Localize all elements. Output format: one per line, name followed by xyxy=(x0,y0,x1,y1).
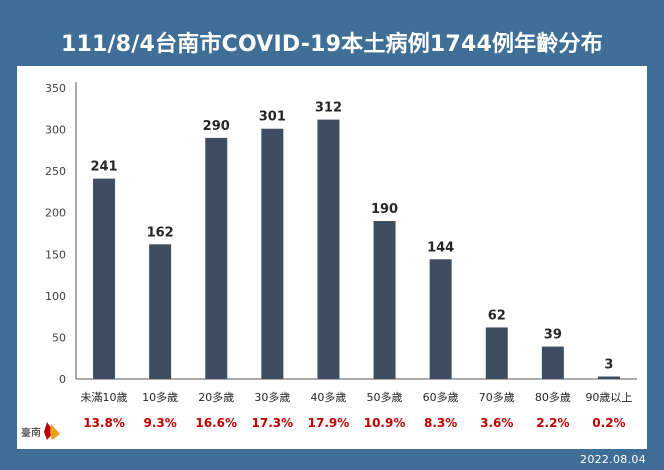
data-label: 190 xyxy=(371,202,398,217)
y-tick-label: 150 xyxy=(45,248,66,261)
x-tick-label: 70多歲 xyxy=(479,390,515,404)
x-tick-label: 10多歲 xyxy=(142,390,178,404)
percent-label: 3.6% xyxy=(480,416,513,430)
logo-flame-accent-icon xyxy=(50,424,60,440)
y-tick-label: 300 xyxy=(45,124,66,137)
data-labels: 241 162 290 301 312 190 144 62 39 3 xyxy=(90,101,613,373)
y-tick-label: 100 xyxy=(45,290,66,303)
bar-chart: 0 50 100 150 200 250 300 350 241 162 290 301 312 190… xyxy=(45,82,637,430)
x-tick-label: 60多歲 xyxy=(423,390,459,404)
chart-title: 111/8/4台南市COVID-19本土病例1744例年齡分布 xyxy=(28,24,636,66)
percent-label: 2.2% xyxy=(536,416,569,430)
percent-row: 13.8% 9.3% 16.6% 17.3% 17.9% 10.9% 8.3% 3.6% 2.2… xyxy=(83,416,625,430)
percent-label: 13.8% xyxy=(83,416,125,430)
data-label: 62 xyxy=(488,308,506,323)
tainan-logo: 臺南 xyxy=(21,422,60,440)
y-tick-label: 200 xyxy=(45,207,66,220)
bar xyxy=(317,119,340,379)
x-axis: 未滿10歲 10多歲 20多歲 30多歲 40多歲 50多歲 60多歲 70多歲 80多歲 90歲… xyxy=(81,390,633,404)
bar xyxy=(205,137,228,379)
data-label: 39 xyxy=(544,328,562,343)
logo-flame-icon xyxy=(44,422,54,440)
data-label: 241 xyxy=(90,160,117,175)
x-tick-label: 50多歲 xyxy=(367,390,403,404)
bars xyxy=(93,119,620,379)
data-label: 162 xyxy=(147,225,174,240)
x-tick-label: 30多歲 xyxy=(254,390,290,404)
y-tick-label: 0 xyxy=(59,373,66,386)
x-tick-label: 未滿10歲 xyxy=(81,390,128,404)
y-tick-label: 250 xyxy=(45,165,66,178)
data-label: 312 xyxy=(315,101,342,116)
bar xyxy=(541,346,564,379)
footer-date: 2022.08.04 xyxy=(580,453,646,466)
logo-text: 臺南 xyxy=(21,426,41,439)
x-tick-label: 20多歲 xyxy=(198,390,234,404)
bar xyxy=(93,178,116,379)
bar xyxy=(597,376,620,379)
bar xyxy=(149,244,172,379)
x-tick-label: 40多歲 xyxy=(310,390,346,404)
y-tick-label: 50 xyxy=(52,331,66,344)
data-label: 3 xyxy=(604,358,613,373)
percent-label: 17.3% xyxy=(252,416,294,430)
y-tick-label: 350 xyxy=(45,82,66,95)
bar xyxy=(485,327,508,379)
bar xyxy=(373,221,396,379)
percent-label: 17.9% xyxy=(308,416,350,430)
bar xyxy=(261,128,284,379)
bar xyxy=(429,259,452,379)
x-tick-label: 90歲以上 xyxy=(585,390,632,404)
percent-label: 9.3% xyxy=(144,416,177,430)
percent-label: 16.6% xyxy=(195,416,237,430)
data-label: 144 xyxy=(427,240,454,255)
percent-label: 10.9% xyxy=(364,416,406,430)
percent-label: 8.3% xyxy=(424,416,457,430)
data-label: 301 xyxy=(259,110,286,125)
data-label: 290 xyxy=(203,119,230,134)
percent-label: 0.2% xyxy=(592,416,625,430)
chart-panel: 0 50 100 150 200 250 300 350 241 162 290 301 312 190… xyxy=(17,66,647,449)
x-tick-label: 80多歲 xyxy=(535,390,571,404)
